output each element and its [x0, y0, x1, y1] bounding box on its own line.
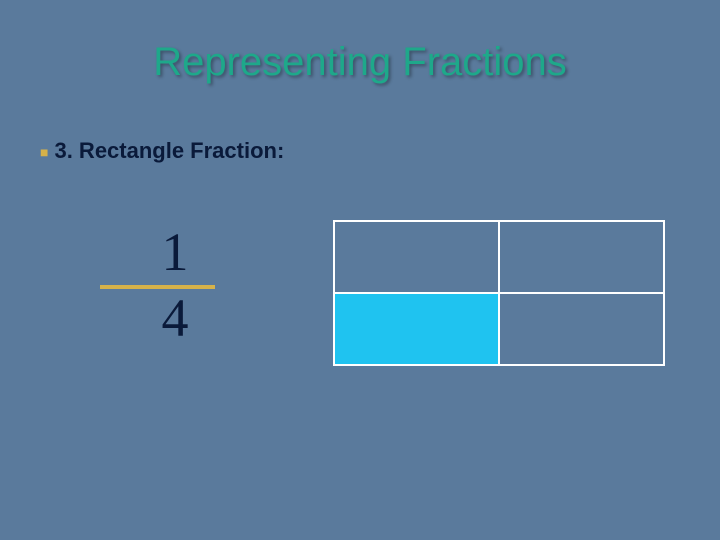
rectangle-cell [499, 293, 664, 365]
slide-subtitle: ■ 3. Rectangle Fraction: [40, 138, 284, 164]
subtitle-text: 3. Rectangle Fraction: [54, 138, 284, 163]
slide-title: Representing Fractions [0, 40, 720, 85]
rectangle-cell [334, 293, 499, 365]
fraction-display: 1 4 [135, 225, 215, 345]
rectangle-cell [334, 221, 499, 293]
rectangle-fraction-diagram [333, 220, 665, 366]
fraction-denominator: 4 [135, 291, 215, 345]
rectangle-grid [333, 220, 665, 366]
rectangle-cell [499, 221, 664, 293]
fraction-bar [100, 285, 215, 289]
slide: Representing Fractions ■ 3. Rectangle Fra… [0, 0, 720, 540]
bullet-icon: ■ [40, 144, 48, 160]
fraction-numerator: 1 [135, 225, 215, 279]
